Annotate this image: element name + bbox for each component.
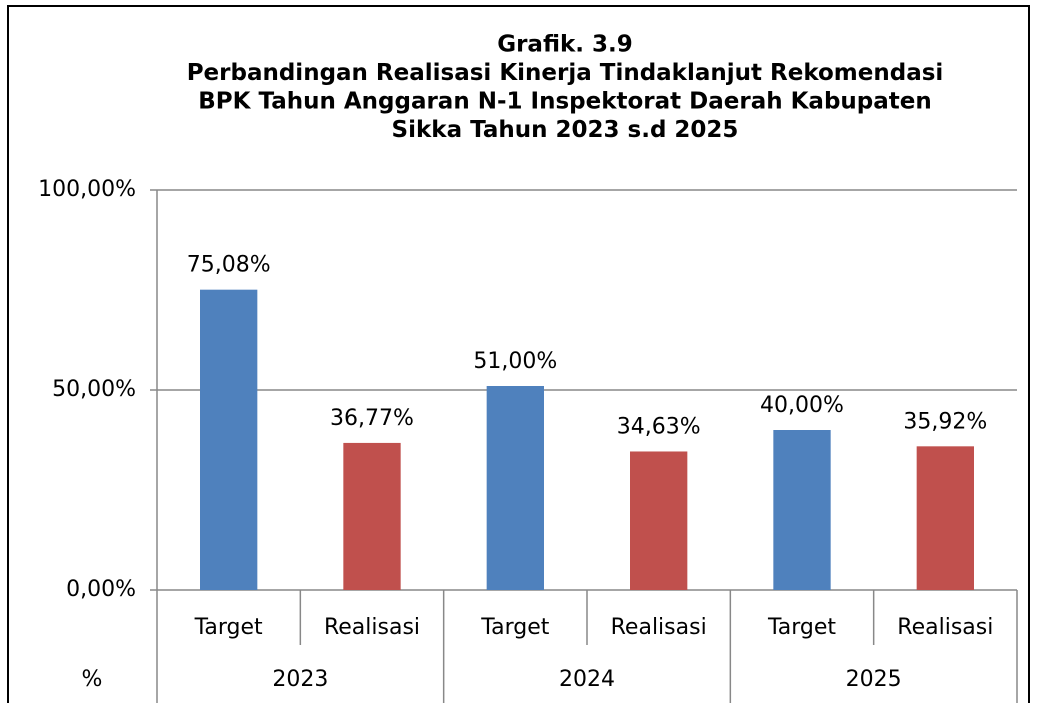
chart-title: Sikka Tahun 2023 s.d 2025 — [392, 117, 739, 143]
chart-title: Perbandingan Realisasi Kinerja Tindaklan… — [187, 60, 944, 86]
data-label: 40,00% — [760, 393, 844, 418]
chart-title: BPK Tahun Anggaran N-1 Inspektorat Daera… — [198, 89, 932, 115]
bar — [916, 446, 974, 590]
bar — [486, 386, 544, 590]
bar — [630, 451, 688, 590]
x-tick-label: Target — [767, 615, 836, 640]
group-label: 2023 — [272, 667, 328, 692]
x-tick-label: Realisasi — [611, 615, 707, 640]
data-label: 75,08% — [187, 253, 271, 278]
data-label: 34,63% — [617, 414, 701, 439]
data-label: 35,92% — [903, 409, 987, 434]
group-label: 2025 — [846, 667, 902, 692]
x-tick-label: Target — [480, 615, 549, 640]
x-tick-label: Realisasi — [324, 615, 420, 640]
group-label: 2024 — [559, 667, 615, 692]
bar — [343, 442, 401, 590]
bar — [773, 430, 831, 590]
x-tick-label: Realisasi — [897, 615, 993, 640]
y-tick-label: 50,00% — [52, 377, 136, 402]
data-label: 51,00% — [473, 349, 557, 374]
data-label: 36,77% — [330, 406, 414, 431]
y-axis-label: % — [82, 667, 103, 692]
y-tick-label: 0,00% — [66, 577, 136, 602]
x-tick-label: Target — [194, 615, 263, 640]
bar — [200, 289, 258, 590]
chart-title: Grafik. 3.9 — [497, 32, 633, 58]
y-tick-label: 100,00% — [38, 177, 136, 202]
